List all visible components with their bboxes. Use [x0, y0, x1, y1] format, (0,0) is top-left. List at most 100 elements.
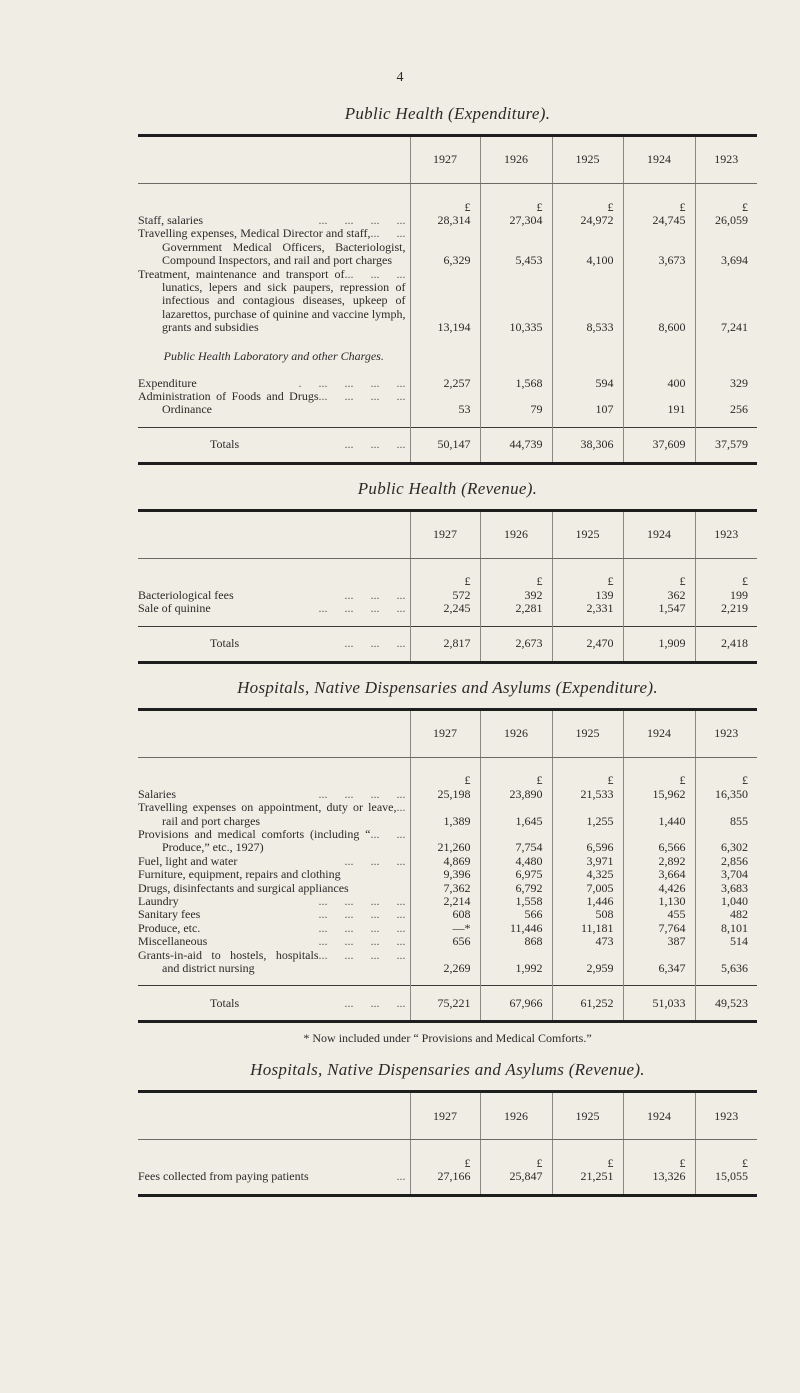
dot-leader: ... ... ...: [344, 266, 406, 281]
table-row: ... ... ... ... Miscellaneous 656 868 473 387…: [138, 934, 757, 949]
value-cell: 6,302: [694, 827, 757, 855]
currency-symbol: £: [622, 558, 695, 589]
table-row: Drugs, disinfectants and surgical applia…: [138, 881, 757, 895]
value-cell: 1,558: [479, 894, 552, 909]
header-row: 1927 1926 1925 1924 1923: [138, 709, 757, 758]
year-header: 1925: [551, 709, 623, 758]
value-cell: 13,326: [622, 1170, 695, 1196]
table-title: Hospitals, Native Dispensaries and Asylu…: [250, 1060, 645, 1080]
currency-symbol: £: [694, 183, 757, 214]
currency-symbol: £: [409, 757, 480, 788]
value-cell: 508: [551, 907, 623, 922]
currency-symbol: £: [622, 183, 695, 214]
empty-cell: [622, 334, 695, 377]
year-header: 1927: [409, 1091, 480, 1141]
value-cell: 16,350: [694, 787, 757, 802]
currency-blank: [138, 184, 410, 215]
table-row: ... ... ... ... Sale of quinine 2,245 2,281…: [138, 601, 757, 627]
empty-cell: [479, 334, 552, 377]
empty-cell: [694, 334, 757, 377]
value-cell: 2,281: [479, 602, 552, 627]
row-label-text: Bacteriological fees: [138, 587, 234, 602]
value-cell: 24,972: [551, 213, 623, 228]
value-cell: 24,745: [622, 213, 695, 228]
value-cell: 21,260: [409, 827, 480, 855]
row-label: ... ... ... ... Miscellaneous: [138, 934, 410, 948]
total-value: 2,817: [409, 625, 480, 663]
table-row: ... ... ... ... Grants-in-aid to hostels,…: [138, 948, 757, 986]
value-cell: 27,166: [409, 1170, 480, 1196]
value-cell: 2,892: [622, 854, 695, 869]
value-cell: 5,636: [694, 948, 757, 986]
value-cell: 392: [479, 588, 552, 603]
value-cell: 6,792: [479, 881, 552, 895]
value-cell: 10,335: [479, 267, 552, 335]
value-cell: 2,257: [409, 376, 480, 391]
row-label-text: Fuel, light and water: [138, 853, 238, 868]
total-value: 37,609: [622, 426, 695, 464]
value-cell: 473: [551, 934, 623, 949]
table-row: Furniture, equipment, repairs and clothi…: [138, 867, 757, 882]
dot-leader: ... ... ...: [344, 635, 406, 650]
dot-leader: . ... ... ... ...: [298, 375, 406, 390]
financial-table: 1927 1926 1925 1924 1923 £ £ £ £ £... ... ... ...…: [138, 707, 757, 1024]
dot-leader: ... ... ... ...: [318, 389, 406, 404]
total-value: 37,579: [694, 426, 757, 464]
header-blank: [138, 135, 410, 184]
dot-leader: ...: [396, 800, 406, 815]
value-cell: 11,446: [479, 921, 552, 936]
value-cell: 26,059: [694, 213, 757, 228]
currency-symbol: £: [551, 558, 623, 589]
value-cell: 23,890: [479, 787, 552, 802]
dot-leader: ... ... ... ...: [318, 907, 406, 922]
value-cell: 1,568: [479, 376, 552, 391]
value-cell: —*: [409, 921, 480, 936]
value-cell: 7,764: [622, 921, 695, 936]
row-label-text: Salaries: [138, 786, 176, 801]
total-value: 75,221: [409, 985, 480, 1022]
total-value: 61,252: [551, 985, 623, 1022]
value-cell: 256: [694, 390, 757, 428]
dot-leader: ... ... ... ...: [318, 920, 406, 935]
table-row: ... ... ... ... Administration of Foods a…: [138, 389, 757, 428]
header-row: 1927 1926 1925 1924 1923: [138, 1091, 757, 1141]
value-cell: 4,480: [479, 854, 552, 869]
total-value: 1,909: [622, 625, 695, 663]
value-cell: 79: [479, 390, 552, 428]
value-cell: 455: [622, 907, 695, 922]
value-cell: 1,130: [622, 894, 695, 909]
value-cell: 572: [409, 588, 480, 603]
currency-symbol: £: [694, 558, 757, 589]
row-label: ... ... Provisions and medical comforts (…: [138, 826, 410, 855]
row-label-text: Produce, etc.: [138, 920, 201, 935]
value-cell: 2,959: [551, 948, 623, 986]
header-blank: [138, 709, 410, 758]
table-row: ... Travelling expenses on appointment, d…: [138, 800, 757, 828]
year-header: 1923: [694, 510, 757, 559]
value-cell: 855: [694, 801, 757, 828]
table-row: ... ... ... Fuel, light and water 4,869 4,4…: [138, 853, 757, 869]
value-cell: 11,181: [551, 921, 623, 936]
row-label-text: Staff, salaries: [138, 213, 204, 227]
row-label: ... ... ... ... Produce, etc.: [138, 920, 410, 935]
total-value: 67,966: [479, 985, 552, 1022]
row-label-text: Travelling expenses on appointment, duty…: [138, 800, 397, 828]
value-cell: 2,245: [409, 602, 480, 627]
row-label-text: Furniture, equipment, repairs and clothi…: [138, 867, 341, 882]
row-label-text: Treatment, maintenance and transport of …: [138, 266, 406, 335]
dot-leader: ... ... ...: [344, 853, 406, 868]
currency-row: £ £ £ £ £: [138, 558, 757, 589]
row-label-text: Administration of Foods and Drugs Ordina…: [138, 389, 319, 417]
row-label: ... Travelling expenses on appointment, d…: [138, 800, 410, 828]
value-cell: 1,040: [694, 894, 757, 909]
table-title: Hospitals, Native Dispensaries and Asylu…: [237, 677, 658, 697]
row-label: ... ... ... Fuel, light and water: [138, 853, 410, 868]
total-value: 49,523: [694, 985, 757, 1022]
dot-leader: ... ...: [370, 826, 406, 841]
value-cell: 2,214: [409, 894, 480, 909]
total-value: 51,033: [622, 985, 695, 1022]
table-row: ... Fees collected from paying patients 27…: [138, 1169, 757, 1196]
row-label: ... ... ... Totals: [138, 985, 410, 1022]
value-cell: 21,251: [551, 1170, 623, 1196]
currency-symbol: £: [551, 183, 623, 214]
